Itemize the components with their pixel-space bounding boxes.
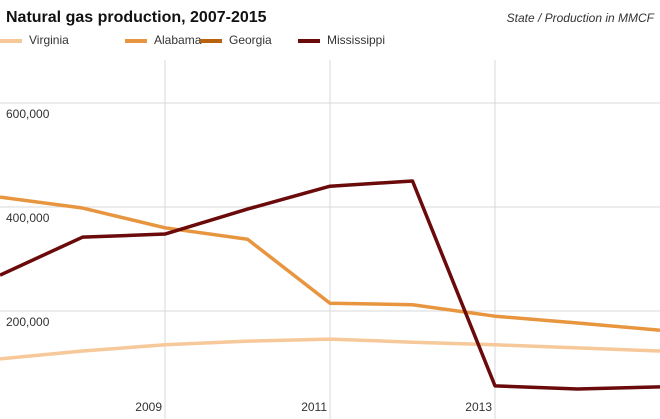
- x-tick-label: 2011: [301, 400, 327, 414]
- legend-label: Alabama: [154, 33, 202, 47]
- legend-label: Georgia: [229, 33, 272, 47]
- series-line: [0, 195, 660, 332]
- x-tick-label: 2013: [465, 400, 492, 414]
- y-tick-label: 600,000: [6, 107, 50, 121]
- legend-label: Virginia: [29, 33, 69, 47]
- chart-subtitle: State / Production in MMCF: [507, 11, 655, 25]
- legend-label: Mississippi: [327, 33, 385, 47]
- chart-title: Natural gas production, 2007-2015: [6, 9, 267, 26]
- x-tick-label: 2009: [135, 400, 162, 414]
- y-tick-label: 200,000: [6, 315, 50, 329]
- series-line: [0, 179, 660, 391]
- series-line: [0, 337, 660, 361]
- y-tick-label: 400,000: [6, 211, 50, 225]
